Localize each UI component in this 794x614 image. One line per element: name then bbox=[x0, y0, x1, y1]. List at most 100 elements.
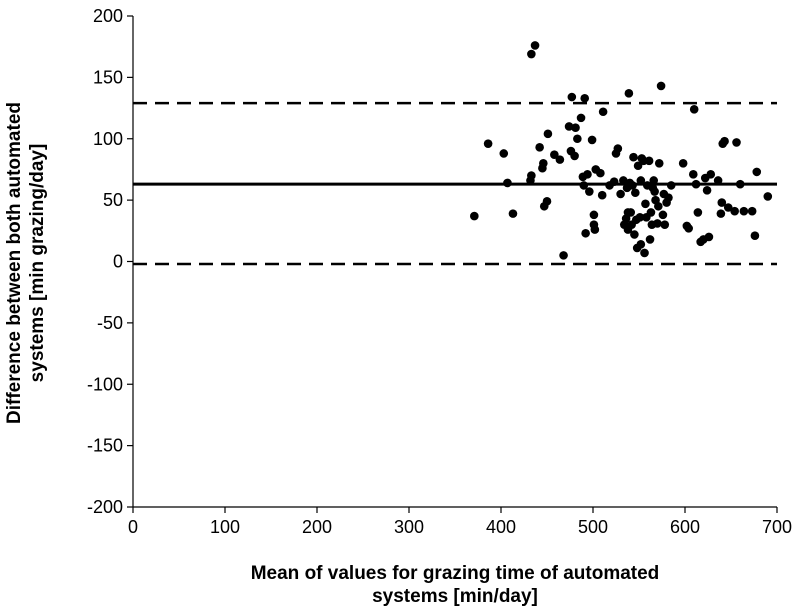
data-point bbox=[649, 176, 659, 185]
y-tick-label: 100 bbox=[93, 129, 123, 149]
data-point bbox=[619, 176, 628, 185]
data-point bbox=[626, 208, 636, 217]
data-point bbox=[640, 248, 649, 258]
data-point bbox=[589, 210, 599, 220]
data-point bbox=[571, 123, 580, 133]
reference-lines bbox=[133, 101, 777, 266]
x-tick-label: 600 bbox=[670, 517, 700, 537]
data-point bbox=[573, 134, 582, 144]
data-point bbox=[633, 161, 643, 171]
y-axis-title-line-2: systems [min grazing/day] bbox=[27, 144, 48, 383]
y-tick-label: 200 bbox=[93, 6, 123, 26]
data-point bbox=[539, 159, 548, 168]
x-tick-label: 0 bbox=[128, 517, 138, 537]
y-tick-label: -50 bbox=[97, 313, 123, 333]
data-point bbox=[732, 138, 741, 147]
data-point bbox=[570, 151, 579, 161]
data-point bbox=[664, 193, 673, 202]
data-point bbox=[624, 89, 634, 98]
data-point bbox=[630, 230, 639, 239]
data-point bbox=[583, 170, 592, 179]
x-axis-title-line-1: Mean of values for grazing time of autom… bbox=[251, 563, 660, 584]
data-point bbox=[613, 144, 623, 153]
data-point bbox=[631, 188, 640, 198]
data-point bbox=[688, 170, 698, 179]
data-point bbox=[653, 219, 662, 228]
data-point bbox=[616, 189, 625, 199]
data-point bbox=[580, 93, 590, 103]
data-point bbox=[508, 209, 518, 218]
data-point bbox=[555, 155, 565, 164]
x-axis-title-line-2: systems [min/day] bbox=[372, 586, 538, 607]
data-point bbox=[644, 156, 654, 166]
data-point bbox=[678, 159, 688, 168]
data-point bbox=[579, 181, 589, 190]
data-point bbox=[750, 231, 760, 241]
data-point bbox=[684, 224, 693, 233]
data-point bbox=[542, 197, 552, 206]
data-point bbox=[660, 220, 670, 229]
x-tick-label: 400 bbox=[486, 517, 516, 537]
data-point bbox=[527, 171, 536, 180]
data-point bbox=[720, 136, 729, 146]
data-point bbox=[763, 192, 773, 201]
data-point bbox=[689, 104, 699, 114]
y-axis-title: Difference between both automated system… bbox=[4, 102, 48, 424]
x-tick-label: 300 bbox=[394, 517, 424, 537]
x-tick-label: 500 bbox=[578, 517, 608, 537]
y-tick-label: -100 bbox=[87, 374, 123, 394]
data-point bbox=[636, 240, 646, 249]
data-point bbox=[535, 143, 544, 152]
data-point bbox=[666, 181, 676, 190]
data-point bbox=[499, 149, 509, 158]
y-tick-label: -200 bbox=[87, 497, 123, 517]
data-point bbox=[629, 152, 638, 162]
x-axis-ticks: 0 100 200 300 400 500 600 700 bbox=[128, 507, 792, 537]
data-point bbox=[716, 209, 726, 218]
data-point bbox=[598, 107, 608, 117]
data-point bbox=[636, 176, 646, 185]
data-point bbox=[530, 41, 540, 50]
data-point bbox=[723, 203, 733, 212]
y-tick-label: 50 bbox=[103, 190, 123, 210]
y-axis-ticks: -200 -150 -100 -50 0 50 100 150 200 bbox=[87, 6, 133, 517]
data-point bbox=[717, 198, 727, 207]
x-tick-label: 200 bbox=[302, 517, 332, 537]
data-point bbox=[693, 208, 703, 217]
data-point bbox=[527, 49, 536, 59]
data-point bbox=[752, 167, 762, 177]
axes bbox=[132, 16, 777, 508]
data-point bbox=[656, 81, 666, 91]
data-point bbox=[658, 210, 668, 220]
data-point bbox=[635, 213, 645, 222]
data-point bbox=[713, 176, 723, 185]
data-point bbox=[587, 135, 597, 145]
data-point bbox=[585, 187, 594, 196]
data-point bbox=[646, 208, 656, 217]
data-point bbox=[650, 187, 659, 196]
data-point bbox=[609, 177, 619, 187]
data-point bbox=[704, 232, 714, 242]
data-point bbox=[735, 179, 745, 189]
data-points bbox=[470, 41, 773, 260]
data-point bbox=[597, 190, 607, 200]
data-point bbox=[645, 235, 655, 244]
data-point bbox=[739, 206, 749, 216]
y-tick-label: -150 bbox=[87, 436, 123, 456]
data-point bbox=[590, 225, 600, 234]
x-tick-label: 100 bbox=[210, 517, 240, 537]
data-point bbox=[730, 206, 739, 216]
data-point bbox=[576, 113, 586, 123]
data-point bbox=[564, 122, 574, 131]
data-point bbox=[567, 92, 577, 102]
data-point bbox=[503, 178, 512, 188]
data-point bbox=[628, 181, 637, 190]
data-point bbox=[654, 159, 664, 168]
data-point bbox=[596, 168, 605, 178]
data-point bbox=[470, 211, 479, 221]
data-point bbox=[483, 139, 493, 148]
y-tick-label: 150 bbox=[93, 67, 123, 87]
data-point bbox=[550, 150, 559, 160]
y-axis-title-line-1: Difference between both automated bbox=[4, 102, 25, 424]
